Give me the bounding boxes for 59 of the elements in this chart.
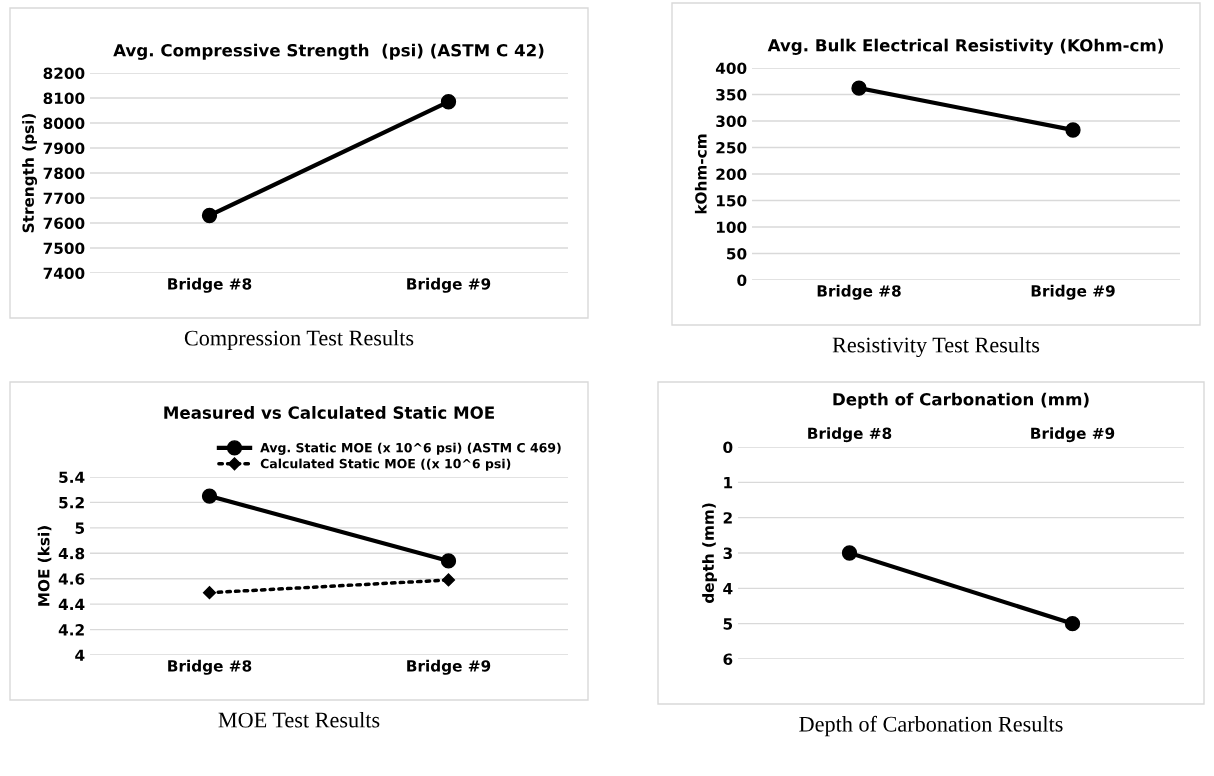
legend-label: Avg. Static MOE (x 10^6 psi) (ASTM C 469)	[260, 442, 561, 455]
y-tick-label: 4.6	[58, 573, 85, 585]
y-tick-label: 4.2	[58, 624, 84, 636]
y-axis-title: depth (mm)	[702, 503, 717, 604]
y-tick-label: 8100	[43, 92, 85, 105]
text: Resistivity Test Results	[832, 336, 1040, 358]
y-tick-label: 5	[75, 522, 85, 534]
y-tick-label: 7400	[43, 267, 85, 280]
y-tick-label: 400	[715, 62, 747, 75]
y-axis-title: Strength (psi)	[22, 113, 38, 233]
chart-title: Measured vs Calculated Static MOE	[164, 406, 494, 419]
y-tick-label: 4	[723, 583, 733, 595]
text: Compression Test Results	[184, 329, 414, 351]
y-tick-label: 5	[723, 618, 733, 630]
y-tick-label: 100	[716, 221, 747, 234]
y-tick-label: 7500	[43, 242, 85, 255]
y-tick-label: 4.8	[58, 547, 85, 560]
x-tick-label: Bridge #8	[168, 659, 252, 675]
y-tick-label: 5.4	[59, 471, 85, 484]
legend-label: Calculated Static MOE ((x 10^6 psi)	[260, 458, 511, 471]
y-tick-label: 8000	[43, 117, 85, 130]
text: MOE Test Results	[218, 711, 380, 728]
y-tick-label: 6	[723, 653, 733, 666]
point	[201, 488, 218, 504]
y-tick-label: 200	[716, 168, 747, 181]
x-tick-label: Bridge #8	[168, 277, 252, 293]
text: Depth of Carbonation Results	[799, 715, 1063, 737]
x-tick-label: Bridge #8	[808, 427, 892, 443]
y-tick-label: 7900	[43, 142, 85, 155]
point	[441, 573, 456, 587]
y-tick-label: 50	[727, 247, 747, 260]
y-tick-label: 0	[723, 441, 733, 454]
y-tick-label: 250	[716, 141, 747, 154]
x-tick-label: Bridge #9	[1031, 284, 1115, 300]
point	[440, 553, 457, 569]
y-tick-label: 5.2	[59, 496, 84, 509]
y-tick-label: 7700	[43, 192, 85, 205]
y-tick-label: 1	[724, 477, 733, 489]
y-tick-label: 350	[716, 88, 747, 101]
chart-title: Avg. Compressive Strength (psi) (ASTM C 42)	[113, 43, 544, 60]
x-tick-label: Bridge #9	[407, 659, 491, 675]
y-tick-label: 7600	[43, 217, 85, 230]
y-tick-label: 300	[716, 115, 747, 128]
x-tick-label: Bridge #9	[407, 277, 491, 293]
y-tick-label: 7800	[43, 167, 85, 180]
point	[202, 586, 217, 600]
chart-title: Avg. Bulk Electrical Resistivity (KOhm-cm)	[767, 38, 1163, 55]
y-tick-label: 0	[737, 274, 747, 287]
y-tick-label: 3	[723, 547, 732, 560]
y-axis-title: MOE (ksi)	[37, 526, 52, 606]
chart-title: Depth of Carbonation (mm)	[833, 392, 1089, 409]
y-tick-label: 8200	[43, 67, 85, 80]
x-tick-label: Bridge #8	[817, 284, 901, 300]
y-tick-label: 4	[75, 649, 85, 661]
y-tick-label: 4.4	[58, 598, 85, 610]
y-tick-label: 150	[716, 194, 747, 207]
y-axis-title: kOhm-cm	[694, 134, 707, 214]
x-tick-label: Bridge #9	[1031, 427, 1115, 443]
y-tick-label: 2	[723, 512, 732, 524]
